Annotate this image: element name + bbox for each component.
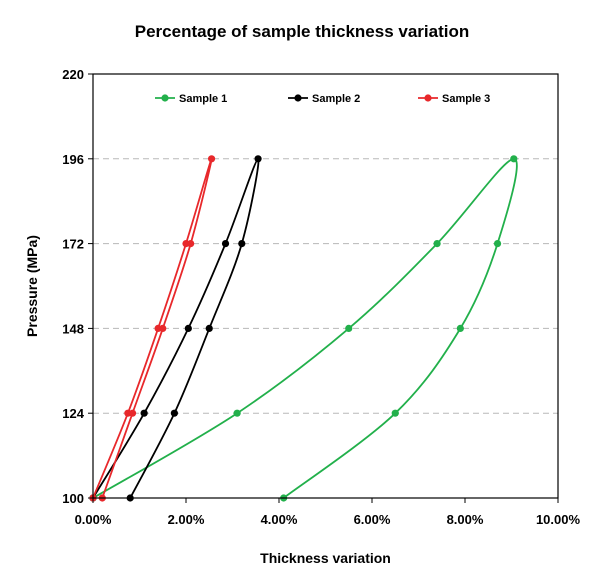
- y-tick-label: 220: [62, 67, 84, 82]
- data-point: [205, 324, 213, 332]
- x-tick-label: 8.00%: [447, 512, 484, 527]
- x-tick-label: 2.00%: [168, 512, 205, 527]
- legend-label: Sample 2: [312, 93, 360, 105]
- series-line: [92, 157, 518, 499]
- legend-marker: [161, 94, 169, 102]
- data-point: [207, 155, 216, 163]
- gridlines: [93, 158, 558, 414]
- y-tick-label: 148: [62, 321, 84, 336]
- data-point: [184, 324, 192, 332]
- legend-label: Sample 1: [179, 93, 227, 105]
- data-point: [233, 409, 241, 417]
- x-tick-label: 10.00%: [536, 512, 581, 527]
- y-axis-ticks: 100 124 148 172 196 220: [62, 67, 93, 506]
- legend-label: Sample 3: [442, 93, 490, 105]
- series-layer: [89, 155, 518, 502]
- series-2: [89, 155, 262, 502]
- y-tick-label: 196: [62, 152, 84, 167]
- legend-marker: [294, 94, 302, 102]
- legend-item: Sample 3: [418, 93, 490, 105]
- data-point: [345, 324, 353, 332]
- data-point: [187, 240, 195, 248]
- data-point: [456, 324, 464, 332]
- data-point: [159, 324, 167, 332]
- x-tick-label: 0.00%: [75, 512, 112, 527]
- y-tick-label: 124: [62, 406, 84, 421]
- data-point: [433, 240, 441, 248]
- x-axis-ticks: 0.00% 2.00% 4.00% 6.00% 8.00% 10.00%: [75, 498, 581, 527]
- y-tick-label: 172: [62, 237, 84, 252]
- legend-item: Sample 1: [155, 93, 227, 105]
- legend-marker: [424, 94, 432, 102]
- data-point: [510, 155, 518, 163]
- data-point: [170, 409, 178, 417]
- y-axis-label: Pressure (MPa): [24, 235, 40, 337]
- data-point: [128, 409, 137, 417]
- x-tick-label: 4.00%: [261, 512, 298, 527]
- data-point: [493, 240, 502, 248]
- data-point: [254, 155, 262, 163]
- chart-title: Percentage of sample thickness variation: [134, 22, 470, 41]
- y-tick-label: 100: [62, 491, 84, 506]
- y-axis-label-wrap: Pressure (MPa): [20, 74, 44, 498]
- plot-frame: [92, 73, 559, 499]
- legend-item: Sample 2: [288, 93, 360, 105]
- x-tick-label: 6.00%: [354, 512, 391, 527]
- data-point: [140, 409, 148, 417]
- series-3: [89, 155, 216, 502]
- data-point: [221, 240, 230, 248]
- data-point: [238, 240, 246, 248]
- legend: Sample 1 Sample 2 Sample 3: [155, 93, 490, 105]
- data-point: [391, 409, 399, 417]
- x-axis-label: Thickness variation: [260, 550, 391, 566]
